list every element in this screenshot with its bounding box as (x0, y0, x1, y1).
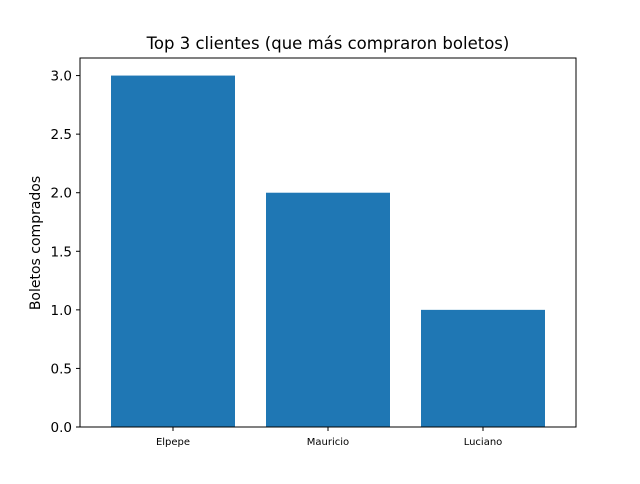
y-tick-label: 3.0 (51, 69, 72, 85)
bar-luciano (421, 309, 545, 427)
bars-group (111, 75, 545, 428)
y-tick-label: 0.0 (51, 420, 72, 436)
y-tick-label: 1.5 (51, 244, 72, 260)
x-axis-ticks: Elpepe Mauricio Luciano (156, 427, 502, 448)
bar-mauricio (266, 192, 390, 427)
plot-frame (79, 57, 577, 428)
y-axis-label: Boletos comprados (28, 176, 44, 310)
y-tick-label: 0.5 (51, 361, 72, 377)
y-tick-label: 2.0 (51, 186, 72, 202)
chart-title: Top 3 clientes (que más compraron boleto… (146, 34, 510, 53)
bar-elpepe (111, 75, 235, 428)
y-tick-label: 2.5 (51, 127, 72, 143)
x-tick-label: Luciano (464, 437, 503, 448)
y-tick-label: 1.0 (51, 303, 72, 319)
x-tick-label: Elpepe (156, 437, 190, 448)
y-axis-ticks: 0.0 0.5 1.0 1.5 2.0 2.5 3.0 (51, 69, 80, 436)
x-tick-label: Mauricio (307, 437, 349, 448)
